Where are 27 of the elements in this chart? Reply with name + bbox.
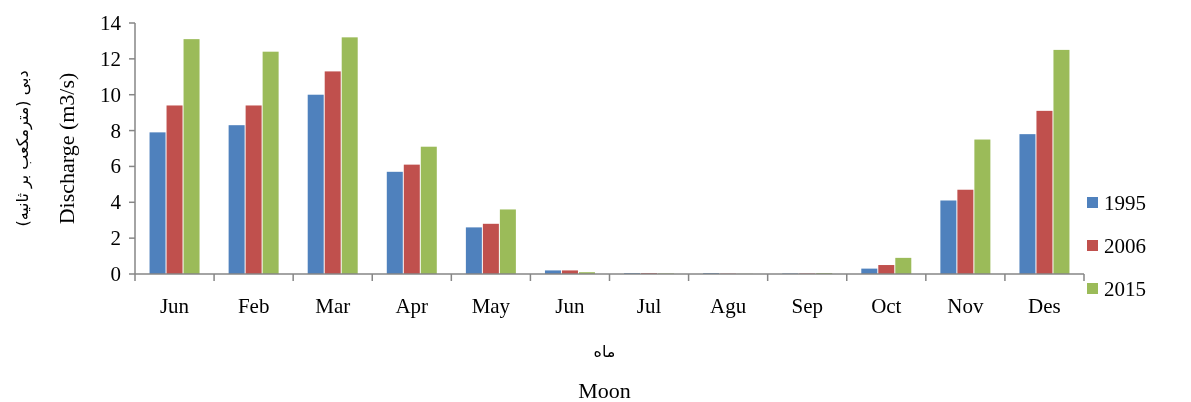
legend-label: 2015 xyxy=(1104,277,1146,301)
y-axis-title: Discharge (m3/s) xyxy=(54,72,79,225)
x-tick-label: Mar xyxy=(315,294,351,318)
x-tick-label: Oct xyxy=(871,294,902,318)
x-tick-label: Nov xyxy=(947,294,984,318)
x-tick-label: Agu xyxy=(710,294,747,318)
y-tick-label: 0 xyxy=(110,262,121,286)
y-tick-label: 10 xyxy=(100,82,121,107)
x-tick-label: Jun xyxy=(555,294,586,318)
x-tick-label: Jul xyxy=(636,294,662,318)
x-tick-label: May xyxy=(471,294,511,318)
x-axis-title: Moon xyxy=(578,378,631,402)
legend-label: 1995 xyxy=(1104,191,1146,215)
x-tick-label: Feb xyxy=(237,294,270,318)
y-tick-label: 8 xyxy=(110,118,121,143)
text: ماه xyxy=(593,342,616,361)
y-tick-label: 12 xyxy=(100,46,121,71)
x-tick-label: Jun xyxy=(159,294,190,318)
y-tick-label: 6 xyxy=(110,154,121,179)
x-tick-label: Sep xyxy=(791,294,823,318)
x-tick-label: Apr xyxy=(395,294,429,318)
x-tick-label: Des xyxy=(1028,294,1061,318)
y-tick-label: 4 xyxy=(110,190,122,215)
y-tick-label: 2 xyxy=(110,226,121,251)
y-tick-label: 14 xyxy=(100,11,122,35)
text: دبی (مترمکعب بر ثانیه) xyxy=(13,70,33,227)
legend-label: 2006 xyxy=(1104,234,1146,258)
